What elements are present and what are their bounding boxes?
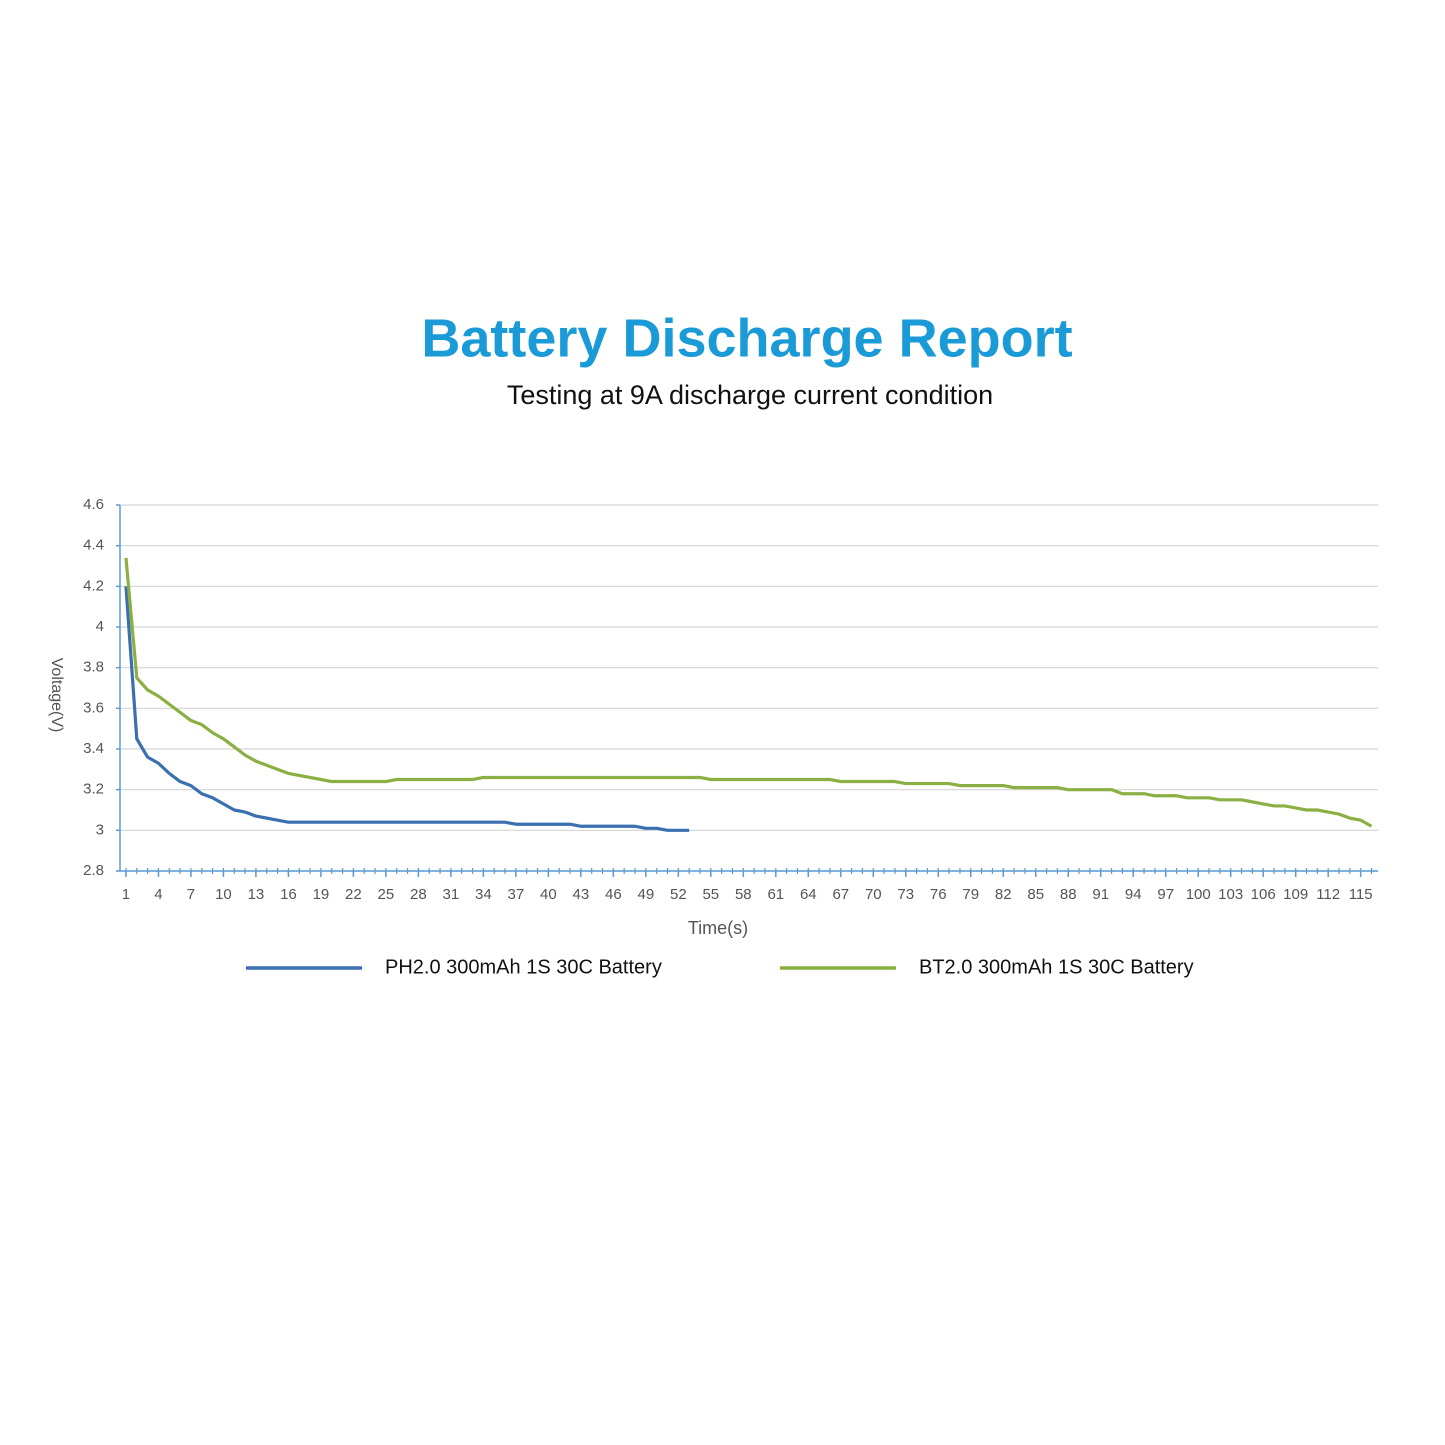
x-tick-label: 91 xyxy=(1092,886,1109,903)
x-tick-label: 10 xyxy=(215,886,232,903)
x-tick-label: 37 xyxy=(508,886,525,903)
x-tick-label: 109 xyxy=(1283,886,1308,903)
legend-label: BT2.0 300mAh 1S 30C Battery xyxy=(919,956,1194,978)
y-tick-label: 4.4 xyxy=(83,537,104,554)
series-line xyxy=(124,557,1373,828)
x-tick-label: 58 xyxy=(735,886,752,903)
y-axis-label: Voltage(V) xyxy=(48,658,65,733)
x-tick-label: 34 xyxy=(475,886,492,903)
x-tick-label: 106 xyxy=(1251,886,1276,903)
y-tick-label: 4.6 xyxy=(83,496,104,513)
x-tick-label: 49 xyxy=(637,886,654,903)
y-tick-label: 4.2 xyxy=(83,577,104,594)
x-tick-label: 22 xyxy=(345,886,362,903)
x-tick-label: 4 xyxy=(154,886,162,903)
x-tick-label: 76 xyxy=(930,886,947,903)
y-tick-label: 2.8 xyxy=(83,862,104,879)
y-tick-label: 3.2 xyxy=(83,781,104,798)
x-tick-label: 46 xyxy=(605,886,622,903)
x-tick-label: 100 xyxy=(1186,886,1211,903)
x-axis-label: Time(s) xyxy=(688,918,748,938)
x-tick-label: 16 xyxy=(280,886,297,903)
chart-subtitle: Testing at 9A discharge current conditio… xyxy=(507,380,993,410)
y-tick-label: 3.8 xyxy=(83,659,104,676)
x-tick-label: 52 xyxy=(670,886,687,903)
y-tick-label: 3.6 xyxy=(83,699,104,716)
x-tick-label: 13 xyxy=(248,886,265,903)
x-tick-label: 19 xyxy=(313,886,330,903)
x-tick-label: 85 xyxy=(1027,886,1044,903)
x-tick-label: 43 xyxy=(573,886,590,903)
x-tick-label: 67 xyxy=(832,886,849,903)
chart-title: Battery Discharge Report xyxy=(421,308,1072,368)
x-tick-label: 103 xyxy=(1218,886,1243,903)
x-tick-label: 112 xyxy=(1316,886,1340,903)
y-tick-label: 3 xyxy=(96,821,104,838)
x-tick-label: 64 xyxy=(800,886,817,903)
y-tick-label: 4 xyxy=(96,618,104,635)
x-tick-label: 79 xyxy=(962,886,979,903)
x-tick-label: 61 xyxy=(767,886,784,903)
x-tick-label: 88 xyxy=(1060,886,1077,903)
x-tick-label: 25 xyxy=(378,886,395,903)
x-tick-label: 55 xyxy=(702,886,719,903)
x-tick-label: 31 xyxy=(443,886,460,903)
x-tick-label: 28 xyxy=(410,886,427,903)
x-tick-label: 73 xyxy=(897,886,914,903)
x-tick-label: 40 xyxy=(540,886,557,903)
x-tick-label: 70 xyxy=(865,886,882,903)
x-tick-label: 1 xyxy=(122,886,130,903)
series-line xyxy=(124,586,690,832)
x-tick-label: 82 xyxy=(995,886,1012,903)
x-tick-label: 97 xyxy=(1157,886,1174,903)
x-tick-label: 115 xyxy=(1349,886,1373,903)
x-tick-label: 7 xyxy=(187,886,195,903)
legend-label: PH2.0 300mAh 1S 30C Battery xyxy=(385,956,662,978)
x-tick-label: 94 xyxy=(1125,886,1142,903)
y-tick-label: 3.4 xyxy=(83,740,104,757)
